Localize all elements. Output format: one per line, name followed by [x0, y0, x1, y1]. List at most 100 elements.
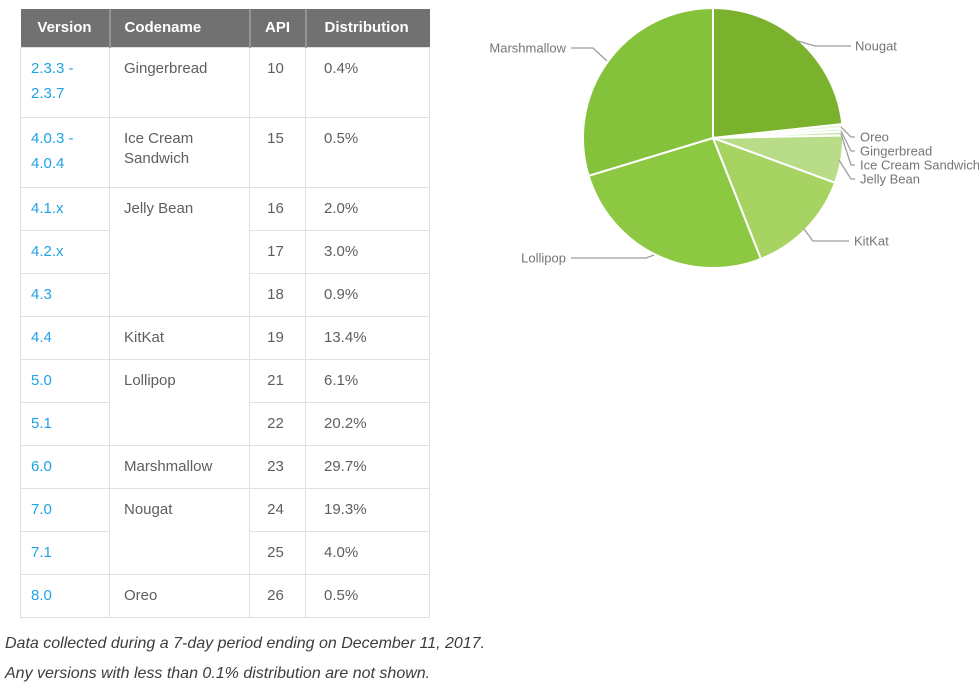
codename-cell: Oreo: [109, 573, 250, 618]
distribution-cell: 4.0%: [305, 530, 430, 575]
api-cell: 10: [249, 46, 306, 118]
leader-line-kitkat: [803, 228, 849, 242]
pie-slice-lollipop[interactable]: [587, 137, 762, 270]
pie-label-kitkat: KitKat: [854, 234, 889, 249]
version-link[interactable]: 5.0: [31, 371, 52, 389]
header-version: Version: [20, 9, 110, 47]
table-row-lollipop-2: 5.1 22 20.2%: [20, 401, 430, 446]
version-cell: 4.0.3 - 4.0.4: [20, 116, 110, 188]
codename-cell: KitKat: [109, 315, 250, 360]
distribution-cell: 2.0%: [305, 186, 430, 231]
api-cell: 23: [249, 444, 306, 489]
footnote-threshold: Any versions with less than 0.1% distrib…: [5, 665, 431, 682]
distribution-cell: 0.5%: [305, 116, 430, 188]
leader-line-marshmallow: [571, 47, 608, 62]
version-cell: 5.0: [20, 358, 110, 403]
leader-line-gingerbread: [840, 130, 855, 152]
header-api: API: [248, 9, 306, 47]
api-cell: 24: [249, 487, 306, 532]
version-link[interactable]: 2.3.3 - 2.3.7: [31, 59, 74, 102]
version-link[interactable]: 4.1.x: [31, 199, 64, 217]
distribution-cell: 13.4%: [305, 315, 430, 360]
api-cell: 25: [249, 530, 306, 575]
distribution-cell: 19.3%: [305, 487, 430, 532]
version-cell: 2.3.3 - 2.3.7: [20, 46, 110, 118]
version-link[interactable]: 5.1: [31, 414, 52, 432]
api-cell: 21: [249, 358, 306, 403]
codename-cell: Lollipop: [109, 358, 250, 446]
codename-cell: Nougat: [109, 487, 250, 575]
header-distribution: Distribution: [304, 9, 430, 47]
codename-cell: Jelly Bean: [109, 186, 250, 317]
distribution-cell: 6.1%: [305, 358, 430, 403]
pie-label-ice-cream-sandwich: Ice Cream Sandwich: [860, 158, 979, 173]
api-cell: 22: [249, 401, 306, 446]
table-row-ice-cream-sandwich: 4.0.3 - 4.0.4 Ice Cream Sandwich 15 0.5%: [20, 116, 430, 188]
pie-label-gingerbread: Gingerbread: [860, 144, 932, 159]
distribution-cell: 0.5%: [305, 573, 430, 618]
version-link[interactable]: 4.0.3 - 4.0.4: [31, 129, 74, 172]
version-cell: 7.0: [20, 487, 110, 532]
leader-line-ice-cream-sandwich: [840, 133, 855, 166]
table-row-jelly-bean-1: 4.1.x Jelly Bean 16 2.0%: [20, 186, 430, 317]
pie-label-jelly-bean: Jelly Bean: [860, 172, 920, 187]
version-cell: 4.4: [20, 315, 110, 360]
table-row-jelly-bean-2: 4.2.x 17 3.0%: [20, 229, 430, 274]
pie-label-lollipop: Lollipop: [521, 251, 566, 266]
distribution-cell: 20.2%: [305, 401, 430, 446]
pie-label-oreo: Oreo: [860, 130, 889, 145]
pie-slice-nougat[interactable]: [712, 7, 844, 139]
api-cell: 16: [249, 186, 306, 231]
version-cell: 8.0: [20, 573, 110, 618]
table-row-lollipop-1: 5.0 Lollipop 21 6.1%: [20, 358, 430, 446]
version-cell: 5.1: [20, 401, 110, 446]
version-cell: 4.2.x: [20, 229, 110, 274]
codename-cell: Ice Cream Sandwich: [109, 116, 250, 188]
pie-label-marshmallow: Marshmallow: [489, 41, 566, 56]
leader-line-nougat: [797, 40, 851, 47]
table-row-jelly-bean-3: 4.3 18 0.9%: [20, 272, 430, 317]
version-cell: 6.0: [20, 444, 110, 489]
api-cell: 19: [249, 315, 306, 360]
api-cell: 15: [249, 116, 306, 188]
distribution-cell: 29.7%: [305, 444, 430, 489]
version-distribution-table: Version Codename API Distribution 2.3.3 …: [20, 9, 430, 618]
leader-line-lollipop: [571, 254, 655, 259]
version-table-container: Version Codename API Distribution 2.3.3 …: [20, 9, 430, 618]
pie-label-nougat: Nougat: [855, 39, 897, 54]
codename-cell: Gingerbread: [109, 46, 250, 118]
distribution-cell: 0.4%: [305, 46, 430, 118]
distribution-cell: 3.0%: [305, 229, 430, 274]
version-link[interactable]: 4.4: [31, 328, 52, 346]
version-link[interactable]: 8.0: [31, 586, 52, 604]
version-cell: 4.1.x: [20, 186, 110, 231]
version-link[interactable]: 7.0: [31, 500, 52, 518]
version-link[interactable]: 6.0: [31, 457, 52, 475]
version-cell: 4.3: [20, 272, 110, 317]
version-link[interactable]: 4.3: [31, 285, 52, 303]
codename-cell: Marshmallow: [109, 444, 250, 489]
table-row-nougat-1: 7.0 Nougat 24 19.3%: [20, 487, 430, 575]
api-cell: 26: [249, 573, 306, 618]
leader-line-jelly-bean: [838, 159, 855, 180]
version-cell: 7.1: [20, 530, 110, 575]
pie-slice-marshmallow[interactable]: [581, 7, 714, 177]
leader-line-oreo: [840, 126, 855, 138]
table-row-marshmallow: 6.0 Marshmallow 23 29.7%: [20, 444, 430, 489]
distribution-cell: 0.9%: [305, 272, 430, 317]
table-header-row: Version Codename API Distribution: [20, 9, 430, 47]
api-cell: 18: [249, 272, 306, 317]
version-link[interactable]: 4.2.x: [31, 242, 64, 260]
footnote-collection-period: Data collected during a 7-day period end…: [5, 635, 486, 652]
distribution-pie-chart: Nougat Oreo Gingerbread Ice Cream Sandwich J…: [470, 0, 979, 300]
table-row-kitkat: 4.4 KitKat 19 13.4%: [20, 315, 430, 360]
table-row-nougat-2: 7.1 25 4.0%: [20, 530, 430, 575]
table-row-gingerbread: 2.3.3 - 2.3.7 Gingerbread 10 0.4%: [20, 46, 430, 118]
table-row-oreo: 8.0 Oreo 26 0.5%: [20, 573, 430, 618]
header-codename: Codename: [108, 9, 250, 47]
version-link[interactable]: 7.1: [31, 543, 52, 561]
api-cell: 17: [249, 229, 306, 274]
footnotes: Data collected during a 7-day period end…: [5, 629, 485, 689]
